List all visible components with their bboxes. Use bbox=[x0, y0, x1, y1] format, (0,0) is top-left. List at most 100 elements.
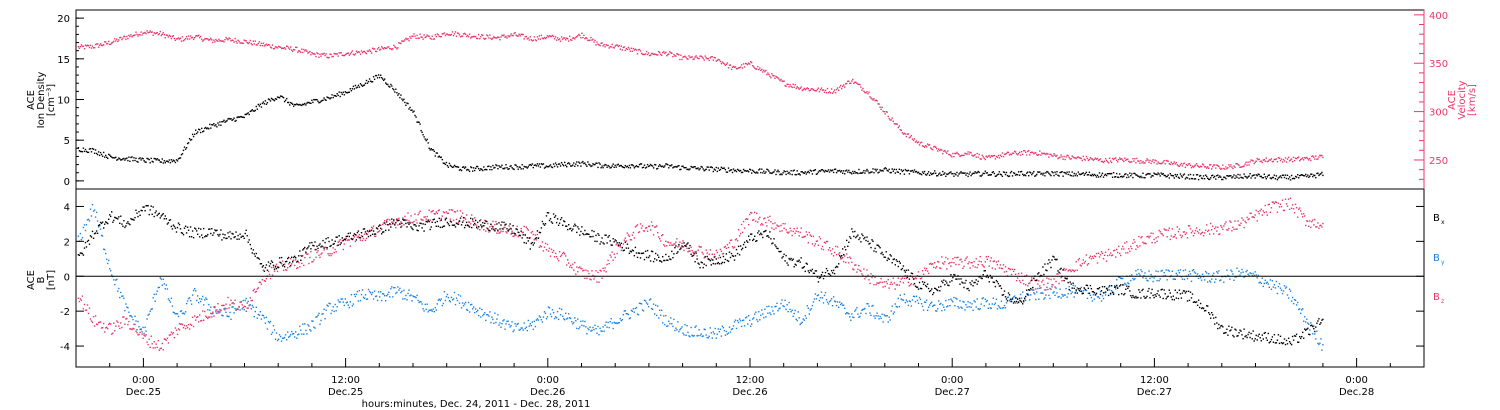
velocity-series-point bbox=[878, 103, 880, 105]
by-series-point bbox=[1150, 273, 1152, 276]
bz-series-point bbox=[78, 300, 81, 303]
by-series-point bbox=[1012, 296, 1015, 298]
velocity-series-point bbox=[618, 44, 620, 47]
by-series-point bbox=[348, 306, 350, 309]
by-series-point bbox=[1252, 272, 1254, 275]
bx-series-point bbox=[141, 210, 143, 212]
by-series-point bbox=[145, 330, 147, 332]
ion-density-series-point bbox=[800, 171, 802, 173]
bz-series-point bbox=[1167, 229, 1169, 231]
velocity-series-point bbox=[453, 33, 456, 35]
ion-density-series-point bbox=[1237, 173, 1239, 176]
bz-series-point bbox=[965, 257, 967, 260]
by-series-point bbox=[244, 299, 246, 302]
by-series-point bbox=[1301, 309, 1303, 311]
by-series-point bbox=[690, 326, 692, 329]
by-series-point bbox=[440, 298, 442, 300]
velocity-series-point bbox=[989, 156, 991, 159]
ion-density-series-point bbox=[452, 166, 455, 168]
by-series-point bbox=[857, 313, 859, 315]
ion-density-series-point bbox=[814, 169, 817, 171]
velocity-series-point bbox=[853, 82, 855, 85]
bz-series-point bbox=[531, 230, 533, 233]
bz-series-point bbox=[776, 224, 778, 226]
by-series-point bbox=[585, 326, 587, 328]
bz-series-point bbox=[1135, 248, 1137, 250]
by-series-point bbox=[126, 306, 128, 308]
ion-density-series-point bbox=[1141, 176, 1143, 179]
velocity-series-point bbox=[1022, 153, 1024, 155]
bz-series-point bbox=[315, 256, 317, 258]
bz-series-point bbox=[617, 245, 619, 247]
bz-series-point bbox=[623, 239, 625, 241]
bz-series-point bbox=[439, 220, 441, 222]
by-series-point bbox=[280, 340, 283, 342]
velocity-series-point bbox=[451, 31, 454, 33]
by-series-point bbox=[899, 294, 901, 296]
bz-series-point bbox=[380, 224, 382, 226]
by-series-point bbox=[411, 300, 413, 302]
ion-density-series-point bbox=[333, 94, 335, 97]
ion-density-series-point bbox=[665, 163, 667, 165]
ion-density-series-point bbox=[386, 83, 388, 85]
velocity-series-point bbox=[679, 58, 681, 61]
by-series-point bbox=[893, 311, 895, 313]
ion-density-series-point bbox=[485, 168, 487, 171]
ion-density-series-point bbox=[1143, 176, 1145, 179]
ion-density-series-point bbox=[778, 171, 780, 173]
ion-density-series-point bbox=[1203, 178, 1206, 180]
ion-density-series-point bbox=[1125, 173, 1127, 175]
ion-density-series-point bbox=[1042, 174, 1044, 176]
ion-density-series-point bbox=[433, 150, 435, 152]
ion-density-series-point bbox=[103, 151, 105, 154]
velocity-series-point bbox=[828, 91, 831, 93]
by-series-point bbox=[404, 298, 406, 300]
velocity-series-point bbox=[201, 38, 203, 41]
ion-density-series-point bbox=[301, 104, 303, 107]
by-series-point bbox=[399, 287, 401, 290]
by-series-point bbox=[757, 320, 759, 323]
velocity-series-point bbox=[805, 88, 807, 90]
velocity-series-point bbox=[99, 43, 102, 45]
bz-series-point bbox=[492, 220, 494, 223]
bz-series-point bbox=[949, 262, 951, 264]
by-series-point bbox=[636, 313, 639, 315]
velocity-series-point bbox=[1027, 150, 1029, 153]
ion-density-series-point bbox=[330, 97, 332, 99]
bz-series-point bbox=[792, 230, 794, 233]
by-series-point bbox=[444, 299, 447, 302]
by-series-point bbox=[1236, 267, 1238, 269]
by-series-point bbox=[1054, 294, 1056, 296]
ion-density-series-point bbox=[451, 166, 454, 169]
bz-series-point bbox=[395, 226, 397, 229]
velocity-series-point bbox=[1145, 160, 1147, 162]
ion-density-series-point bbox=[773, 171, 775, 173]
velocity-series-point bbox=[338, 52, 340, 54]
velocity-series-point bbox=[1153, 161, 1155, 164]
by-series-point bbox=[895, 305, 897, 308]
velocity-series-point bbox=[582, 36, 584, 39]
bz-series-point bbox=[388, 224, 390, 226]
bz-series-point bbox=[573, 269, 575, 271]
ion-density-series-point bbox=[1069, 174, 1071, 176]
velocity-series-point bbox=[168, 34, 171, 37]
by-series-point bbox=[545, 318, 548, 320]
ion-density-series-point bbox=[232, 118, 234, 121]
velocity-series-point bbox=[933, 146, 935, 148]
velocity-series-point bbox=[1202, 164, 1205, 166]
by-series-point bbox=[337, 299, 339, 301]
by-series-point bbox=[765, 316, 767, 318]
by-series-point bbox=[436, 303, 438, 305]
ion-density-series-point bbox=[1199, 174, 1202, 177]
bz-series-point bbox=[589, 278, 591, 280]
ion-density-series-point bbox=[376, 77, 379, 79]
ion-density-series-point bbox=[310, 102, 312, 104]
by-series-point bbox=[657, 305, 659, 307]
velocity-series-point bbox=[447, 34, 450, 36]
bz-series-point bbox=[1169, 238, 1171, 241]
ion-density-series-point bbox=[1189, 173, 1192, 176]
ion-density-series-point bbox=[941, 174, 943, 176]
by-series-point bbox=[720, 335, 723, 337]
by-series-point bbox=[896, 306, 898, 308]
by-series-point bbox=[607, 321, 609, 324]
